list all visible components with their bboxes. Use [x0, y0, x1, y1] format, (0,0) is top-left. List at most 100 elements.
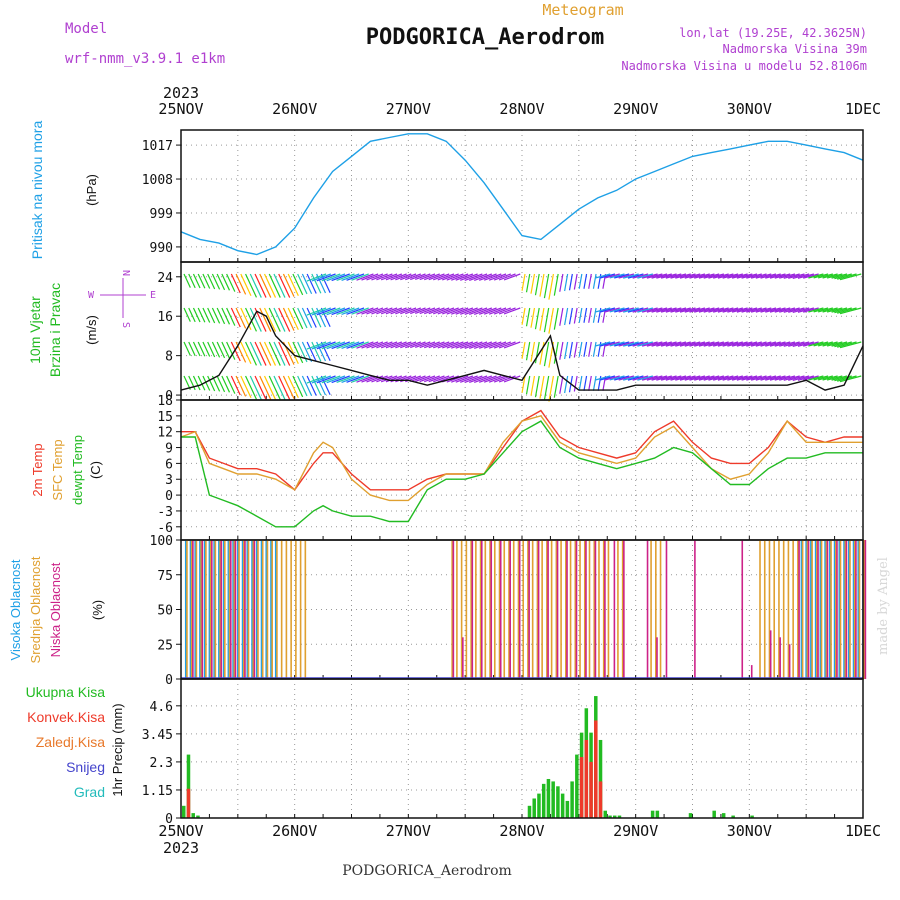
wind-barb [230, 341, 241, 362]
wind-barb [783, 273, 800, 279]
wind-barb [765, 307, 781, 313]
wind-barb [583, 375, 588, 391]
wind-barb [202, 273, 211, 289]
y-tick-label: 3.45 [142, 728, 173, 743]
y-tick-label: 0 [165, 489, 173, 504]
wind-barb [474, 341, 493, 349]
wind-barb [769, 273, 786, 279]
wind-barb [341, 307, 360, 315]
wind-barb [311, 375, 332, 384]
wind-barb [837, 341, 857, 348]
wind-barb [797, 375, 815, 381]
y-tick-label: 0 [165, 812, 173, 827]
wind-barb [623, 341, 639, 347]
wind-barb [366, 341, 384, 349]
wind-barb [765, 375, 781, 381]
wind-barb [741, 307, 758, 313]
wind-barb [292, 341, 304, 364]
wind-barb [646, 375, 663, 381]
wind-barb [713, 375, 729, 381]
wind-barb [803, 341, 819, 347]
cloud-panel: 0 25 50 75 100 [150, 534, 867, 688]
wind-barb [618, 375, 635, 381]
wind-barb [437, 273, 455, 281]
wind-barb [564, 375, 569, 394]
wind-barb [263, 307, 277, 332]
wind-barb [341, 341, 360, 349]
wind-barb [670, 341, 687, 347]
wind-barb [240, 341, 252, 365]
tsfc-label: SFC Temp [50, 439, 65, 500]
wind-barb [469, 307, 488, 316]
altitude-text: Nadmorska Visina 39m [723, 42, 868, 56]
wind-barb [278, 273, 291, 298]
wind-barb [583, 341, 588, 357]
wind-barb [415, 273, 431, 281]
wind-barb [197, 341, 206, 357]
wind-barb [437, 307, 455, 315]
y-tick-label: 16 [157, 310, 173, 325]
wind-barb [216, 375, 226, 393]
wind-barb [817, 273, 834, 279]
wind-barb [553, 341, 559, 364]
high-cloud-label: Visoka Oblacnost [8, 559, 23, 660]
wind-barb [326, 341, 346, 350]
wind-barb [366, 375, 384, 383]
wind-barb [760, 307, 777, 313]
wind-barb [530, 273, 536, 294]
wind-barb [474, 273, 493, 281]
wind-barb [727, 273, 744, 279]
wind-barb [410, 375, 426, 383]
wind-barb [746, 375, 762, 381]
low-cloud-label: Niska Oblacnost [48, 562, 63, 657]
wind-barb [455, 273, 474, 281]
x-label-top: 27NOV [386, 100, 431, 118]
precip-snow-label: Snijeg [66, 759, 105, 775]
wind-barb [679, 341, 696, 347]
wind-barb [831, 375, 848, 381]
wind-barb [539, 307, 545, 331]
wind-barb [803, 273, 819, 279]
wind-barb [769, 341, 786, 347]
wind-panel: 0 8 16 24 [157, 261, 864, 404]
wind-barb [831, 341, 848, 347]
wind-barb [817, 341, 834, 347]
x-label-top: 25NOV [158, 100, 203, 118]
wind-barb [525, 375, 531, 395]
wind-barb [769, 375, 786, 381]
wind-barb [306, 375, 317, 396]
wind-barb [292, 375, 304, 398]
wind-barb [442, 273, 459, 281]
wind-barb [346, 375, 365, 383]
wind-barb [297, 273, 308, 295]
wind-barb [679, 375, 696, 381]
wind-barb [605, 375, 620, 381]
wind-barb [694, 273, 710, 279]
wind-barb [311, 341, 322, 362]
wind-barb [746, 273, 762, 279]
precip-bar [546, 778, 551, 818]
wind-barb [765, 273, 781, 279]
wind-barb [297, 375, 308, 397]
wind-barb [380, 341, 398, 349]
wind-barb [428, 307, 445, 315]
wind-barb [656, 341, 672, 347]
wind-barb [618, 307, 635, 313]
wind-barb [488, 273, 507, 281]
wind-barb [583, 273, 588, 289]
wind-barb [331, 375, 350, 384]
wind-barb [249, 273, 262, 298]
wind-barb [736, 307, 753, 313]
wind-barb [698, 375, 715, 381]
wind-barb [498, 273, 516, 281]
wind-barb [755, 307, 772, 313]
wind-barb [665, 307, 682, 313]
wind-barb [263, 341, 277, 366]
wind-barb [326, 273, 346, 282]
wind-barb [703, 273, 720, 279]
wind-barb [268, 273, 281, 298]
wind-barb [660, 273, 677, 279]
wind-barb [464, 273, 483, 281]
model-label: Model [65, 21, 107, 37]
wind-barb [779, 307, 796, 313]
